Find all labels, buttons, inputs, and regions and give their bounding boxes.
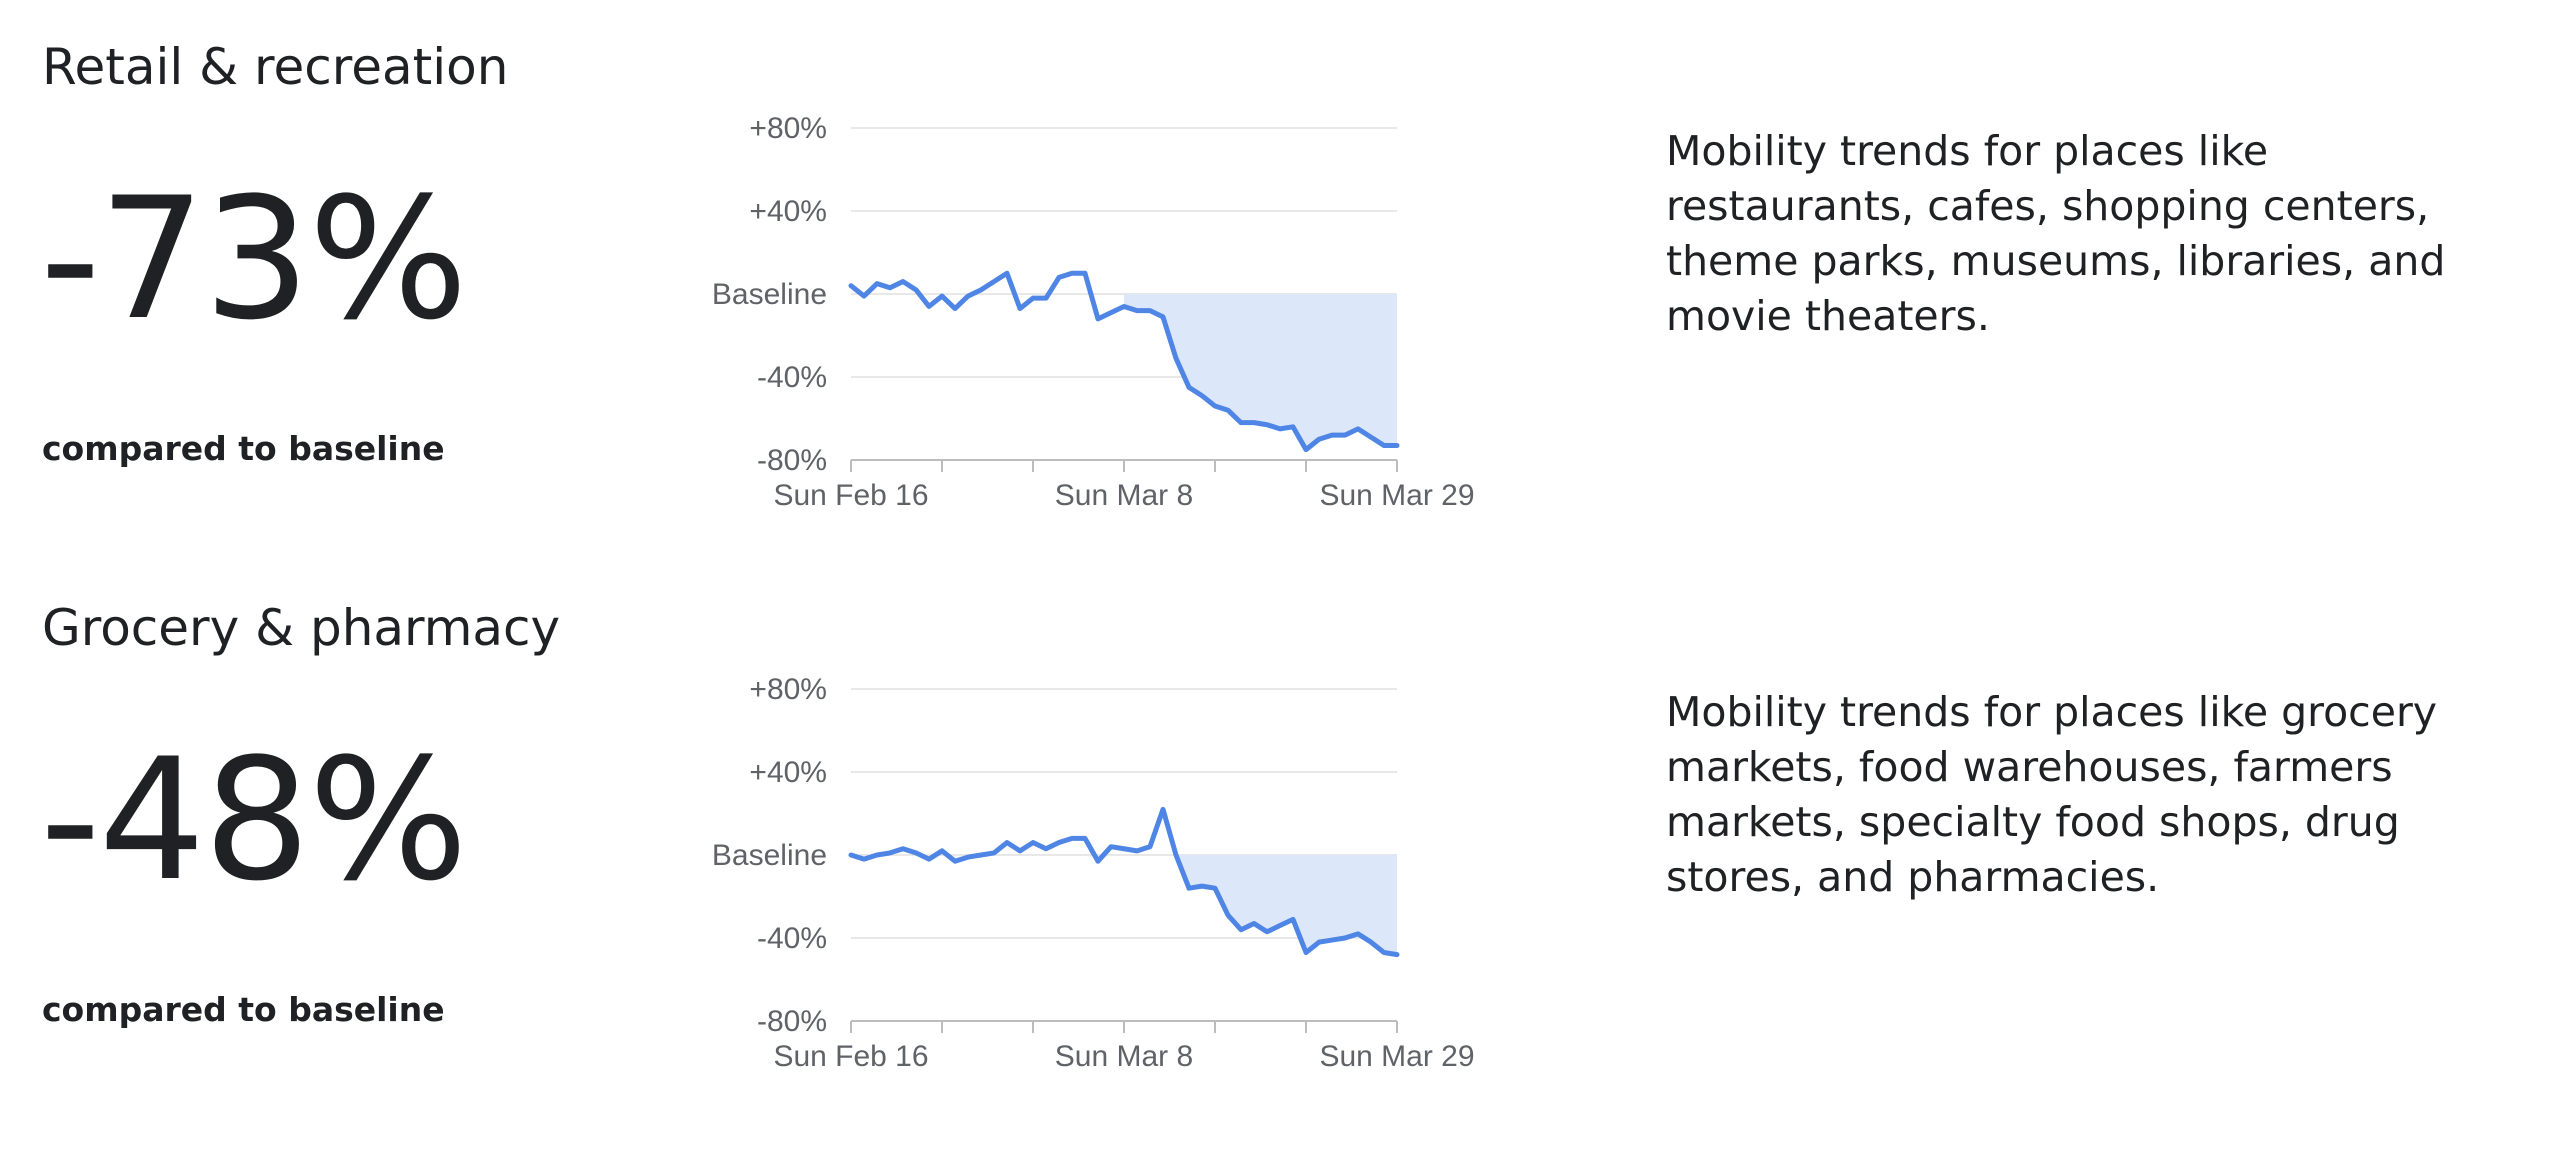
category-description: Mobility trends for places like grocery … bbox=[1666, 688, 2438, 901]
y-tick-label: +80% bbox=[749, 112, 827, 145]
mobility-chart: +80% +40% Baseline -40% -80%Sun Feb 16 Sun Ma… bbox=[712, 112, 1475, 512]
x-tick-label: Sun Mar 29 bbox=[1319, 1040, 1474, 1073]
category-description: Mobility trends for places like restaura… bbox=[1666, 127, 2446, 340]
y-tick-label: -80% bbox=[757, 444, 827, 477]
change-percentage: -48% bbox=[40, 722, 468, 918]
panel-grocery-pharmacy: Grocery & pharmacy -48% compared to base… bbox=[0, 561, 2550, 1121]
baseline-deficit-area bbox=[1124, 294, 1397, 450]
panel-retail-recreation: Retail & recreation -73% compared to bas… bbox=[0, 0, 2550, 560]
x-tick-label: Sun Mar 8 bbox=[1055, 479, 1193, 512]
x-tick-label: Sun Mar 29 bbox=[1319, 479, 1474, 512]
change-percentage: -73% bbox=[40, 161, 468, 357]
y-tick-label: Baseline bbox=[712, 839, 827, 872]
compared-label: compared to baseline bbox=[42, 990, 445, 1029]
y-tick-label: +80% bbox=[749, 673, 827, 706]
series-line bbox=[848, 806, 1400, 958]
y-tick-label: +40% bbox=[749, 195, 827, 228]
y-tick-label: +40% bbox=[749, 756, 827, 789]
x-tick-label: Sun Feb 16 bbox=[773, 1040, 928, 1073]
section-title: Grocery & pharmacy bbox=[42, 599, 561, 657]
x-tick-label: Sun Mar 8 bbox=[1055, 1040, 1193, 1073]
y-tick-label: -40% bbox=[757, 361, 827, 394]
section-title: Retail & recreation bbox=[42, 38, 509, 96]
y-tick-label: Baseline bbox=[712, 278, 827, 311]
y-tick-label: -80% bbox=[757, 1005, 827, 1038]
series-line bbox=[848, 270, 1400, 453]
mobility-chart: +80% +40% Baseline -40% -80%Sun Feb 16 Sun Ma… bbox=[712, 673, 1475, 1073]
baseline-deficit-area bbox=[1124, 855, 1397, 955]
y-tick-label: -40% bbox=[757, 922, 827, 955]
compared-label: compared to baseline bbox=[42, 429, 445, 468]
x-tick-label: Sun Feb 16 bbox=[773, 479, 928, 512]
